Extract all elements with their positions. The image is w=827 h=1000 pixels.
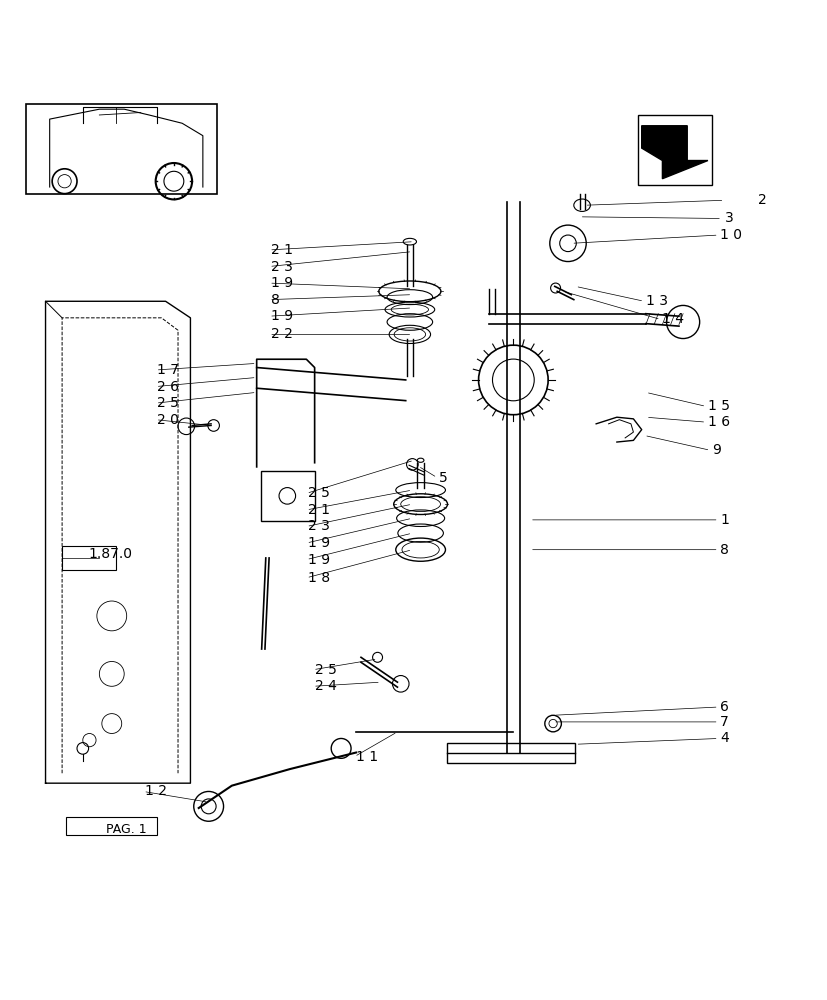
Ellipse shape	[403, 238, 416, 245]
Text: 1 0: 1 0	[719, 228, 742, 242]
Text: 6: 6	[719, 700, 729, 714]
Text: 2: 2	[757, 193, 766, 207]
Text: 2 3: 2 3	[308, 519, 329, 533]
Text: PAG. 1: PAG. 1	[106, 823, 146, 836]
Text: 4: 4	[719, 731, 729, 745]
Text: 2 6: 2 6	[157, 380, 179, 394]
Text: 1 1: 1 1	[356, 750, 378, 764]
Text: 1 9: 1 9	[270, 309, 293, 323]
Text: 9: 9	[711, 443, 720, 457]
Text: 1 7: 1 7	[157, 363, 179, 377]
Text: 1.87.0: 1.87.0	[88, 547, 132, 561]
Text: 1 6: 1 6	[707, 415, 729, 429]
Text: 1 3: 1 3	[645, 294, 667, 308]
Text: 1 8: 1 8	[308, 571, 330, 585]
Text: 1 9: 1 9	[270, 276, 293, 290]
Text: 2 5: 2 5	[308, 486, 329, 500]
Text: 1 4: 1 4	[662, 312, 684, 326]
Text: 2 1: 2 1	[308, 503, 330, 517]
Text: 1: 1	[719, 513, 729, 527]
Text: 2 5: 2 5	[314, 663, 336, 677]
Text: 2 5: 2 5	[157, 396, 179, 410]
Bar	[66, 817, 157, 835]
Text: 3: 3	[724, 211, 733, 225]
Text: 7: 7	[719, 715, 729, 729]
Text: 2 4: 2 4	[314, 679, 336, 693]
Bar	[447, 743, 575, 763]
Text: 5: 5	[438, 471, 447, 485]
Text: 8: 8	[270, 293, 280, 307]
Text: 2 0: 2 0	[157, 413, 179, 427]
Bar	[62, 546, 116, 570]
Text: 1 5: 1 5	[707, 399, 729, 413]
Text: 2 2: 2 2	[270, 327, 292, 341]
Text: 1 9: 1 9	[308, 553, 330, 567]
Text: 1 2: 1 2	[145, 784, 167, 798]
Bar	[261, 471, 314, 521]
Polygon shape	[641, 126, 707, 179]
Text: 2 1: 2 1	[270, 243, 293, 257]
Bar	[26, 104, 217, 194]
Text: 8: 8	[719, 543, 729, 557]
Text: 2 3: 2 3	[270, 260, 292, 274]
Text: 1 9: 1 9	[308, 536, 330, 550]
Bar	[637, 115, 711, 185]
